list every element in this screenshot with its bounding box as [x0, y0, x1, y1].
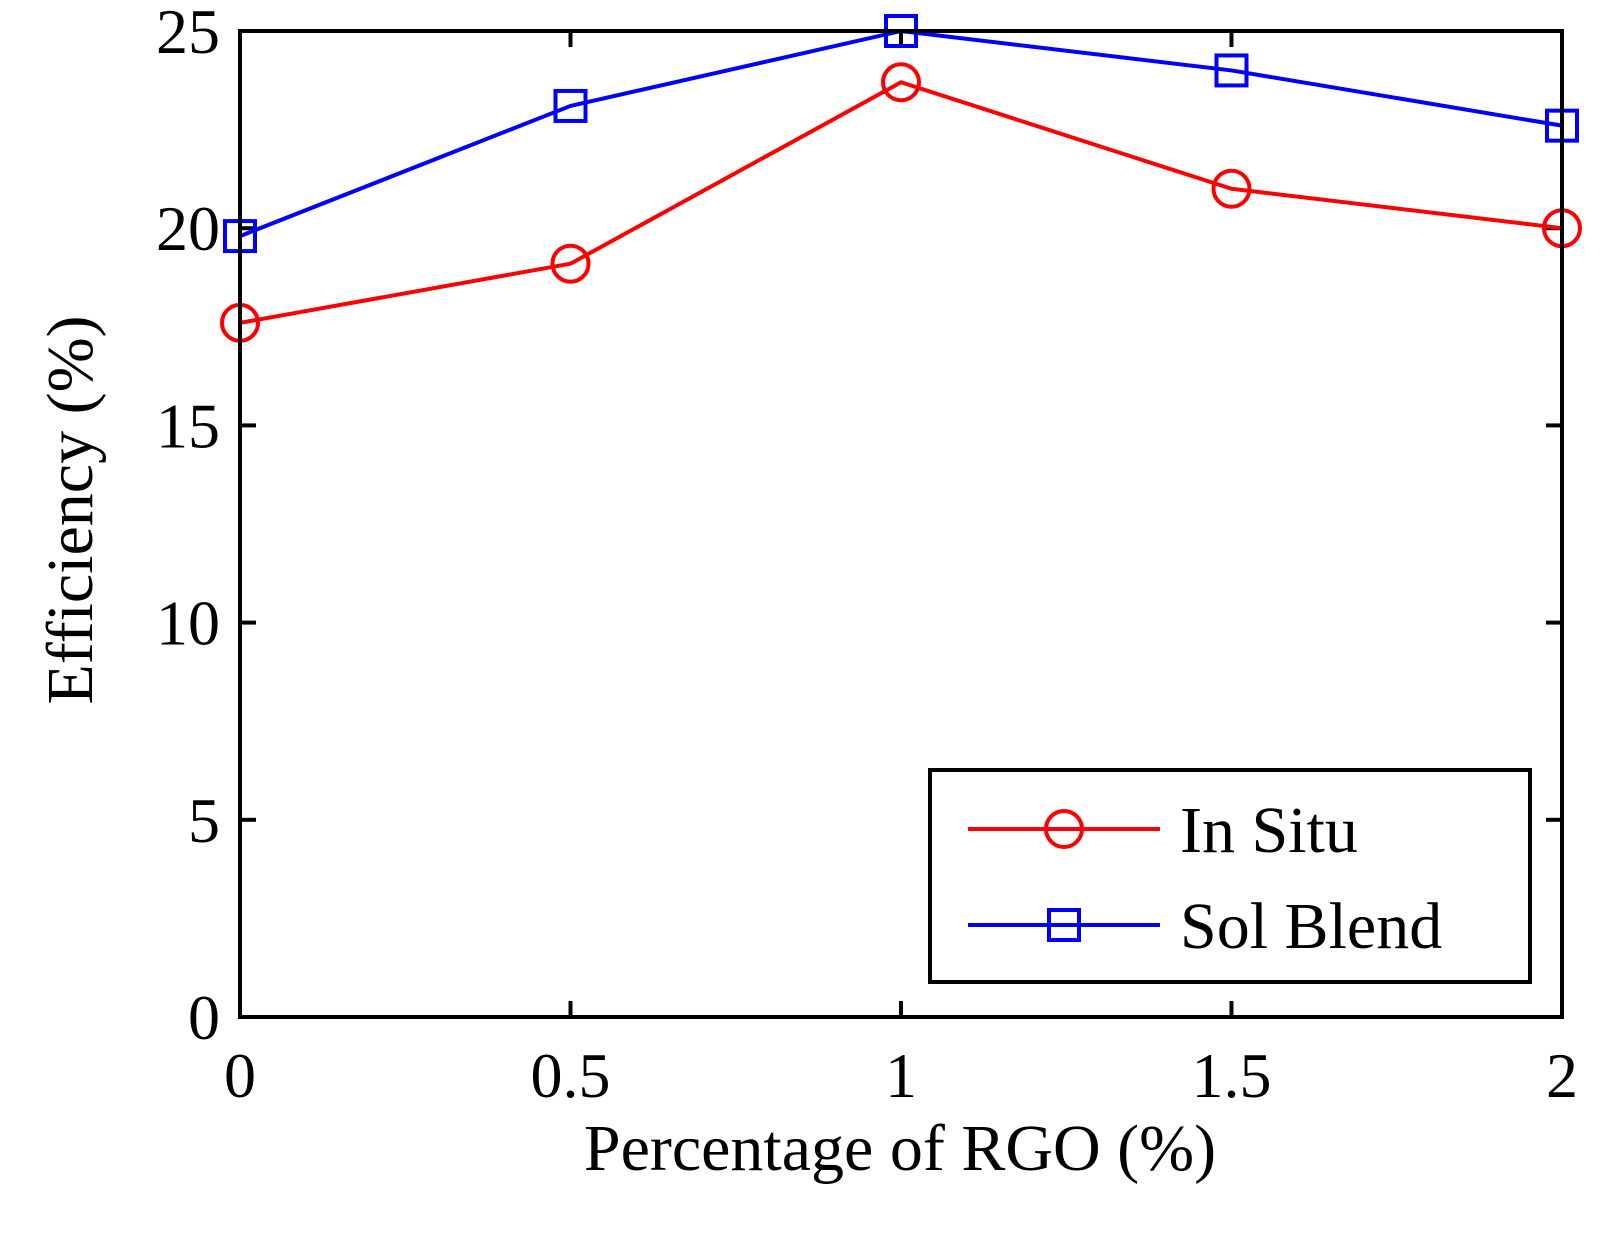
legend: In Situ Sol Blend: [928, 768, 1532, 984]
x-tick-label: 1.5: [1192, 1040, 1272, 1111]
x-tick-label: 0.5: [531, 1040, 611, 1111]
x-axis-label: Percentage of RGO (%): [584, 1112, 1216, 1185]
legend-label-sol-blend: Sol Blend: [1180, 890, 1442, 963]
y-tick-label: 0: [188, 982, 220, 1053]
legend-label-in-situ: In Situ: [1180, 794, 1358, 867]
y-tick-label: 10: [156, 588, 220, 659]
legend-marker-circle: [1044, 809, 1084, 849]
y-tick-label: 20: [156, 193, 220, 264]
legend-marker-square: [1047, 908, 1081, 942]
x-tick-label: 1: [885, 1040, 917, 1111]
x-tick-label: 2: [1546, 1040, 1578, 1111]
data-point-sol-blend: [553, 88, 588, 123]
y-tick-label: 15: [156, 390, 220, 461]
data-point-in-situ: [881, 62, 921, 103]
legend-box: [928, 768, 1532, 984]
legend-entry-sol-blend: Sol Blend: [968, 890, 1442, 963]
y-axis-label: Efficiency (%): [34, 315, 107, 704]
series-line-in-situ: [239, 80, 1563, 325]
legend-entry-in-situ: In Situ: [968, 794, 1358, 867]
x-tick-label: 0: [224, 1040, 256, 1111]
plot-frame: [238, 29, 1564, 1019]
data-point-in-situ: [1211, 168, 1252, 209]
y-tick-label: 25: [156, 0, 220, 67]
data-point-sol-blend: [1214, 53, 1249, 88]
y-tick-label: 5: [188, 785, 220, 856]
series-layer: [220, 14, 1582, 343]
data-point-in-situ: [550, 243, 591, 284]
